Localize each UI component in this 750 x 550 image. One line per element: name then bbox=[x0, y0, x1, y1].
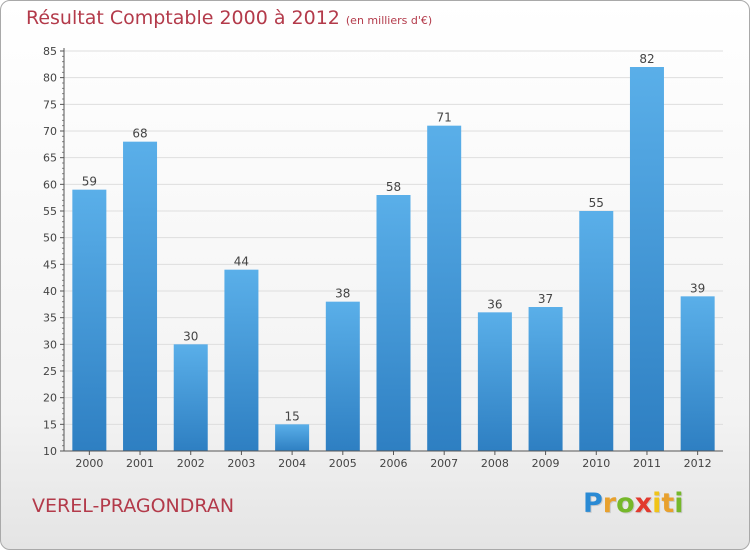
data-label-2002: 30 bbox=[183, 329, 198, 343]
bar-2002 bbox=[173, 344, 208, 451]
bar-2005 bbox=[325, 301, 360, 451]
x-tick-label: 2007 bbox=[430, 457, 458, 470]
bar-2001 bbox=[123, 141, 158, 451]
x-tick-label: 2006 bbox=[380, 457, 408, 470]
x-tick-label: 2005 bbox=[329, 457, 357, 470]
axes bbox=[60, 48, 723, 455]
logo-letter: t bbox=[661, 488, 675, 519]
y-tick-label: 40 bbox=[43, 285, 57, 298]
logo-letter: x bbox=[634, 488, 653, 519]
x-tick-label: 2004 bbox=[278, 457, 306, 470]
y-tick-label: 55 bbox=[43, 205, 57, 218]
y-tick-label: 25 bbox=[43, 365, 57, 378]
data-label-2008: 36 bbox=[487, 297, 502, 311]
bars bbox=[72, 67, 715, 452]
y-tick-label: 20 bbox=[43, 392, 57, 405]
data-label-2012: 39 bbox=[690, 281, 705, 295]
data-label-2011: 82 bbox=[639, 52, 654, 66]
bar-2009 bbox=[528, 307, 563, 451]
bar-2012 bbox=[680, 296, 715, 451]
logo-letter: i bbox=[652, 488, 662, 519]
y-tick-label: 30 bbox=[43, 338, 57, 351]
bar-2010 bbox=[579, 211, 614, 451]
y-tick-label: 75 bbox=[43, 98, 57, 111]
y-tick-label: 70 bbox=[43, 125, 57, 138]
data-label-2006: 58 bbox=[386, 180, 401, 194]
x-tick-label: 2012 bbox=[684, 457, 712, 470]
data-label-2004: 15 bbox=[284, 409, 299, 423]
data-label-2010: 55 bbox=[589, 196, 604, 210]
data-label-2007: 71 bbox=[437, 111, 452, 125]
data-label-2009: 37 bbox=[538, 292, 553, 306]
proxiti-logo: Proxiti bbox=[583, 488, 684, 519]
data-label-2005: 38 bbox=[335, 287, 350, 301]
x-tick-label: 2001 bbox=[126, 457, 154, 470]
place-name: VEREL-PRAGONDRAN bbox=[32, 495, 235, 517]
y-tick-label: 10 bbox=[43, 445, 57, 458]
logo-letter: o bbox=[616, 488, 635, 519]
y-tick-label: 80 bbox=[43, 72, 57, 85]
x-tick-label: 2011 bbox=[633, 457, 661, 470]
bar-2003 bbox=[224, 269, 259, 451]
logo-letter: P bbox=[583, 488, 603, 519]
y-tick-label: 65 bbox=[43, 152, 57, 165]
bar-2000 bbox=[72, 189, 107, 451]
y-tick-label: 60 bbox=[43, 178, 57, 191]
bar-2006 bbox=[376, 195, 411, 451]
y-tick-label: 35 bbox=[43, 312, 57, 325]
chart-title: Résultat Comptable 2000 à 2012 (en millie… bbox=[26, 7, 432, 29]
bar-2011 bbox=[629, 67, 664, 451]
x-tick-label: 2003 bbox=[227, 457, 255, 470]
y-tick-label: 50 bbox=[43, 232, 57, 245]
x-tick-label: 2010 bbox=[582, 457, 610, 470]
bar-2007 bbox=[427, 125, 462, 452]
data-label-2001: 68 bbox=[132, 127, 147, 141]
y-tick-label: 45 bbox=[43, 258, 57, 271]
data-label-2003: 44 bbox=[234, 255, 249, 269]
x-tick-label: 2000 bbox=[75, 457, 103, 470]
labels: 10 15 20 25 30 35 40 45 50 55 60 65 70 75 80 85 59 2000 68… bbox=[43, 45, 712, 470]
x-tick-label: 2009 bbox=[532, 457, 560, 470]
chart-subtitle: (en milliers d'€) bbox=[345, 14, 433, 27]
bar-2008 bbox=[477, 312, 512, 451]
x-tick-label: 2002 bbox=[177, 457, 205, 470]
y-tick-label: 15 bbox=[43, 418, 57, 431]
y-tick-label: 85 bbox=[43, 45, 57, 58]
data-label-2000: 59 bbox=[82, 175, 97, 189]
chart-title-text: Résultat Comptable 2000 à 2012 bbox=[26, 7, 340, 29]
logo-letter: r bbox=[602, 488, 617, 519]
bar-2004 bbox=[275, 424, 310, 451]
x-tick-label: 2008 bbox=[481, 457, 509, 470]
logo-letter: i bbox=[674, 488, 684, 519]
